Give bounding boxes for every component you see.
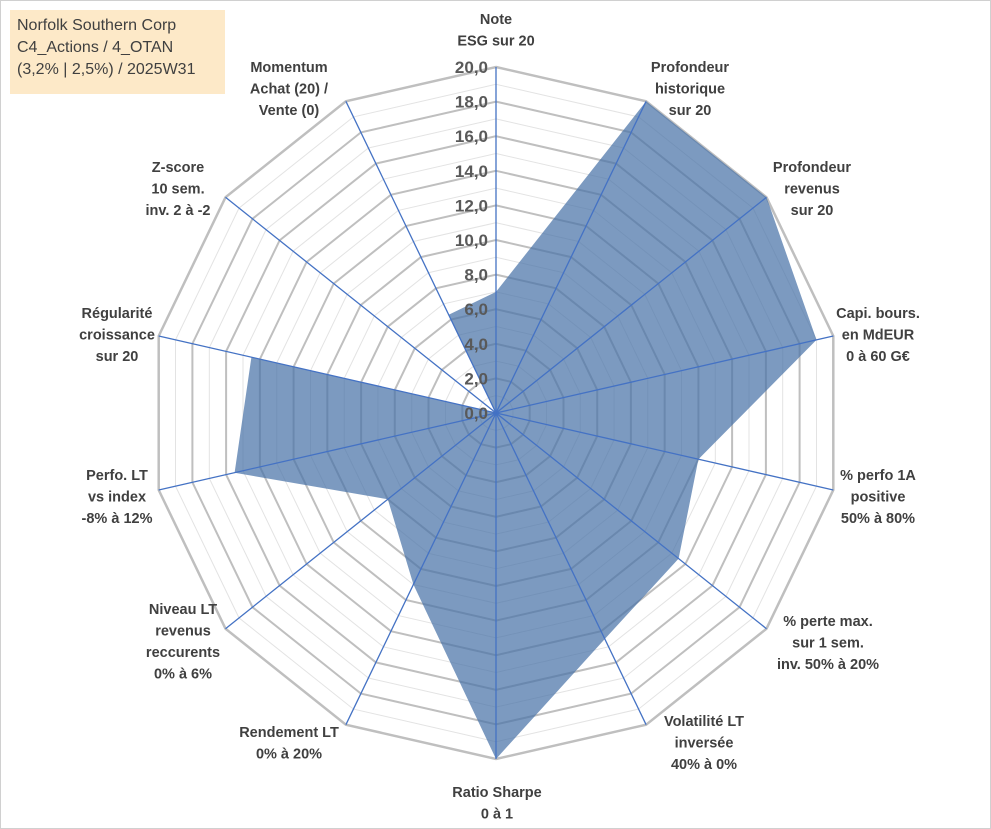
category-label: Note ESG sur 20 bbox=[457, 12, 534, 50]
category-label: Profondeur revenus sur 20 bbox=[773, 160, 851, 219]
axis-line bbox=[158, 412, 497, 491]
tick-label: 4,0 bbox=[464, 335, 488, 354]
axis-line bbox=[345, 101, 497, 414]
category-label: % perfo 1A positive 50% à 80% bbox=[840, 468, 916, 527]
category-label: Volatilité LT inversée 40% à 0% bbox=[664, 714, 744, 773]
category-label: Régularité croissance sur 20 bbox=[79, 306, 155, 365]
axis-line bbox=[225, 196, 497, 414]
axis-line bbox=[495, 412, 647, 725]
axis-line bbox=[158, 335, 497, 414]
category-label: Momentum Achat (20) / Vente (0) bbox=[250, 60, 328, 119]
tick-label: 8,0 bbox=[464, 266, 488, 285]
category-label: Perfo. LT vs index -8% à 12% bbox=[82, 468, 153, 527]
axis-line bbox=[495, 335, 834, 414]
axis-line bbox=[495, 412, 834, 491]
category-label: Profondeur historique sur 20 bbox=[651, 60, 729, 119]
category-label: Ratio Sharpe 0 à 1 bbox=[452, 785, 541, 823]
category-label: Niveau LT revenus reccurents 0% à 6% bbox=[146, 602, 220, 683]
tick-label: 2,0 bbox=[464, 369, 488, 388]
category-label: Rendement LT 0% à 20% bbox=[239, 725, 339, 763]
info-category: C4_Actions / 4_OTAN bbox=[17, 39, 174, 56]
axis-line bbox=[225, 412, 497, 630]
axis-line bbox=[345, 412, 497, 725]
info-company: Norfolk Southern Corp bbox=[17, 17, 177, 34]
info-box: Norfolk Southern Corp C4_Actions / 4_OTA… bbox=[10, 10, 225, 94]
tick-label: 0,0 bbox=[464, 404, 488, 423]
tick-label: 6,0 bbox=[464, 300, 488, 319]
info-period: (3,2% | 2,5%) / 2025W31 bbox=[17, 61, 196, 78]
tick-label: 16,0 bbox=[455, 127, 488, 146]
axis-line bbox=[495, 101, 647, 414]
axis-line bbox=[495, 412, 767, 630]
axis-line bbox=[495, 196, 767, 414]
tick-label: 12,0 bbox=[455, 196, 488, 215]
tick-label: 20,0 bbox=[455, 58, 488, 77]
category-label: Z-score 10 sem. inv. 2 à -2 bbox=[145, 160, 210, 219]
tick-label: 18,0 bbox=[455, 93, 488, 112]
series-area bbox=[234, 101, 817, 760]
category-label: Capi. bours. en MdEUR 0 à 60 G€ bbox=[836, 306, 920, 365]
category-label: % perte max. sur 1 sem. inv. 50% à 20% bbox=[777, 614, 879, 673]
tick-label: 10,0 bbox=[455, 231, 488, 250]
tick-label: 14,0 bbox=[455, 162, 488, 181]
